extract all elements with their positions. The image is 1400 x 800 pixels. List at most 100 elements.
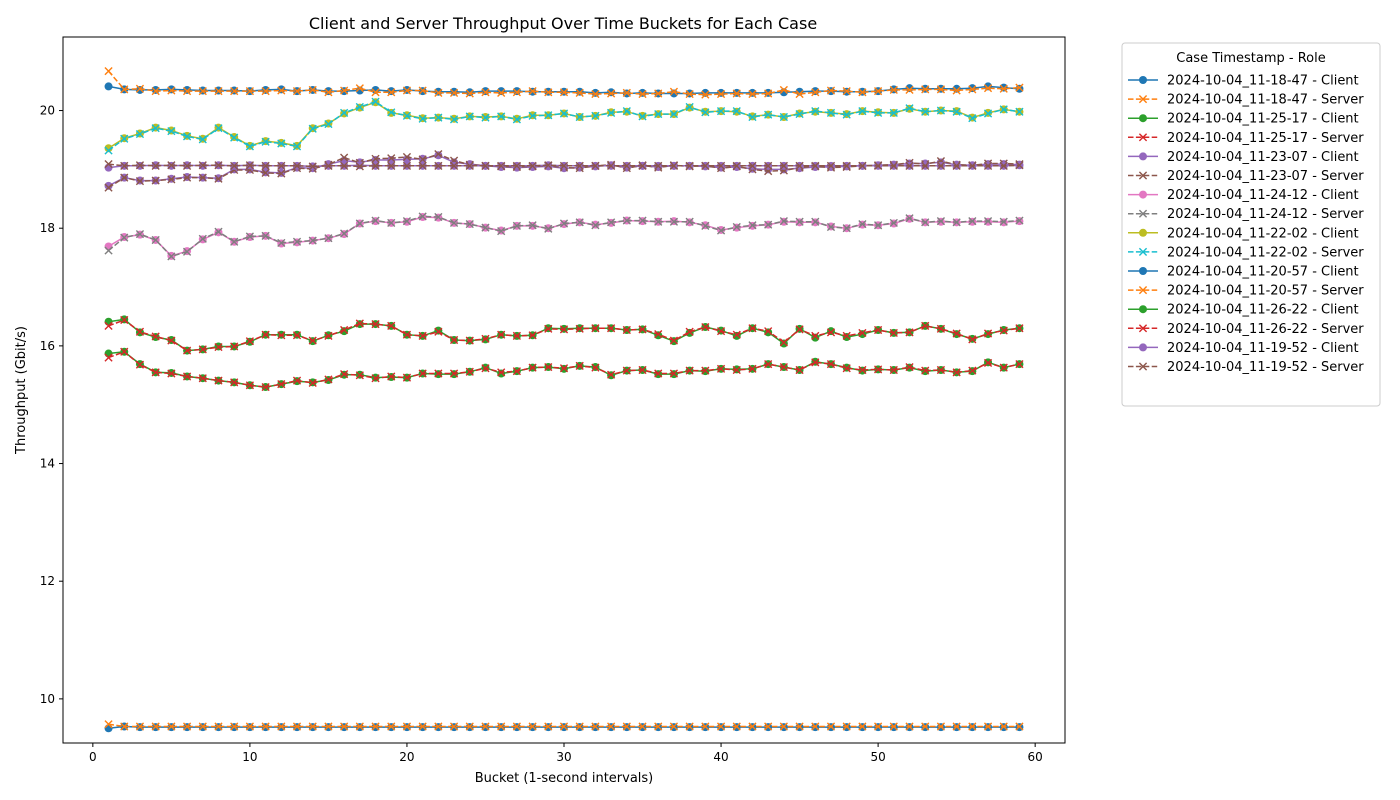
data-point xyxy=(387,722,396,731)
data-point xyxy=(1015,722,1024,731)
data-point xyxy=(355,319,364,328)
data-point xyxy=(952,218,961,227)
data-point xyxy=(528,722,537,731)
legend-item: 2024-10-04_11-18-47 - Client xyxy=(1128,74,1359,89)
legend-marker xyxy=(1138,171,1148,180)
data-point xyxy=(622,366,631,375)
legend-item: 2024-10-04_11-24-12 - Client xyxy=(1128,188,1359,203)
data-point xyxy=(654,331,663,340)
legend-marker xyxy=(1139,343,1147,352)
data-point xyxy=(716,226,726,235)
data-point xyxy=(669,109,679,119)
data-point xyxy=(355,219,364,228)
data-point xyxy=(811,217,820,226)
series-layer xyxy=(104,67,1024,733)
data-point xyxy=(104,82,113,91)
data-point xyxy=(842,224,851,233)
data-point xyxy=(277,722,286,731)
data-point xyxy=(905,328,914,337)
data-point xyxy=(685,161,694,170)
legend-label: 2024-10-04_11-19-52 - Client xyxy=(1167,341,1359,356)
data-point xyxy=(874,365,883,374)
data-point xyxy=(968,84,977,93)
data-point xyxy=(214,87,223,96)
data-point xyxy=(497,722,506,731)
legend-title: Case Timestamp - Role xyxy=(1176,51,1325,66)
legend-label: 2024-10-04_11-25-17 - Server xyxy=(1167,131,1364,146)
data-point xyxy=(952,84,961,93)
data-point xyxy=(261,168,270,177)
data-point xyxy=(355,371,364,380)
data-point xyxy=(764,161,773,170)
legend-label: 2024-10-04_11-22-02 - Client xyxy=(1167,226,1359,241)
data-point xyxy=(858,328,867,338)
data-point xyxy=(905,362,914,372)
data-point xyxy=(921,107,930,116)
data-point xyxy=(842,161,851,170)
data-point xyxy=(512,367,521,376)
data-point xyxy=(371,88,380,97)
data-point xyxy=(481,223,490,232)
data-point xyxy=(654,109,663,119)
data-point xyxy=(355,161,364,170)
data-point xyxy=(167,175,176,184)
data-point xyxy=(324,722,333,731)
data-point xyxy=(622,107,631,116)
data-point xyxy=(905,85,914,95)
data-point xyxy=(544,224,553,233)
data-point xyxy=(654,161,663,170)
data-point xyxy=(371,155,380,164)
data-point xyxy=(669,369,679,378)
data-point xyxy=(387,87,396,96)
data-point xyxy=(449,115,459,124)
series-1 xyxy=(104,82,1024,98)
data-point xyxy=(607,108,616,117)
data-point xyxy=(936,161,946,170)
data-point xyxy=(120,315,129,325)
data-point xyxy=(764,722,773,731)
data-point xyxy=(968,217,977,226)
series-3 xyxy=(104,315,1024,355)
data-point xyxy=(591,111,600,120)
legend-box xyxy=(1121,42,1381,407)
data-point xyxy=(151,368,160,377)
data-point xyxy=(167,369,176,378)
legend-item: 2024-10-04_11-25-17 - Client xyxy=(1128,112,1359,127)
data-point xyxy=(528,331,537,340)
data-point xyxy=(340,108,349,117)
data-point xyxy=(324,234,333,243)
data-point xyxy=(638,112,647,121)
series-line xyxy=(108,318,1020,352)
legend-label: 2024-10-04_11-24-12 - Client xyxy=(1167,188,1359,203)
data-point xyxy=(968,722,977,731)
x-tick-label: 60 xyxy=(1028,750,1043,764)
data-point xyxy=(826,328,836,337)
data-point xyxy=(732,330,741,339)
data-point xyxy=(481,113,490,122)
series-line xyxy=(107,70,1020,96)
data-point xyxy=(921,722,930,731)
series-line xyxy=(108,319,1020,352)
data-point xyxy=(905,214,914,223)
data-point xyxy=(277,380,286,389)
data-point xyxy=(418,155,427,164)
data-point xyxy=(120,134,129,143)
data-point xyxy=(465,367,474,376)
data-point xyxy=(497,368,506,377)
data-point xyxy=(999,217,1008,226)
data-point xyxy=(921,218,930,227)
legend-item: 2024-10-04_11-22-02 - Server xyxy=(1128,245,1364,260)
data-point xyxy=(795,217,804,226)
data-point xyxy=(716,722,726,731)
data-point xyxy=(654,369,663,378)
legend-label: 2024-10-04_11-20-57 - Client xyxy=(1167,265,1359,280)
legend-item: 2024-10-04_11-19-52 - Client xyxy=(1128,341,1359,356)
data-point xyxy=(198,87,207,96)
data-point xyxy=(701,221,710,230)
y-tick-label: 16 xyxy=(40,339,55,353)
data-point xyxy=(371,161,380,170)
data-point xyxy=(905,161,914,170)
data-point xyxy=(512,87,521,96)
data-point xyxy=(874,108,883,117)
data-point xyxy=(449,722,459,731)
